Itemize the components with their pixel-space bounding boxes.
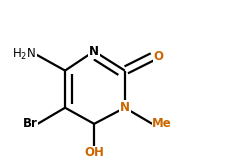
Text: Br: Br [23, 117, 38, 130]
Text: OH: OH [84, 146, 104, 159]
Text: O: O [154, 50, 164, 63]
Text: N: N [120, 101, 130, 114]
Text: N: N [89, 45, 99, 58]
Text: $\mathrm{H_2N}$: $\mathrm{H_2N}$ [12, 47, 36, 62]
Text: Me: Me [152, 117, 172, 130]
